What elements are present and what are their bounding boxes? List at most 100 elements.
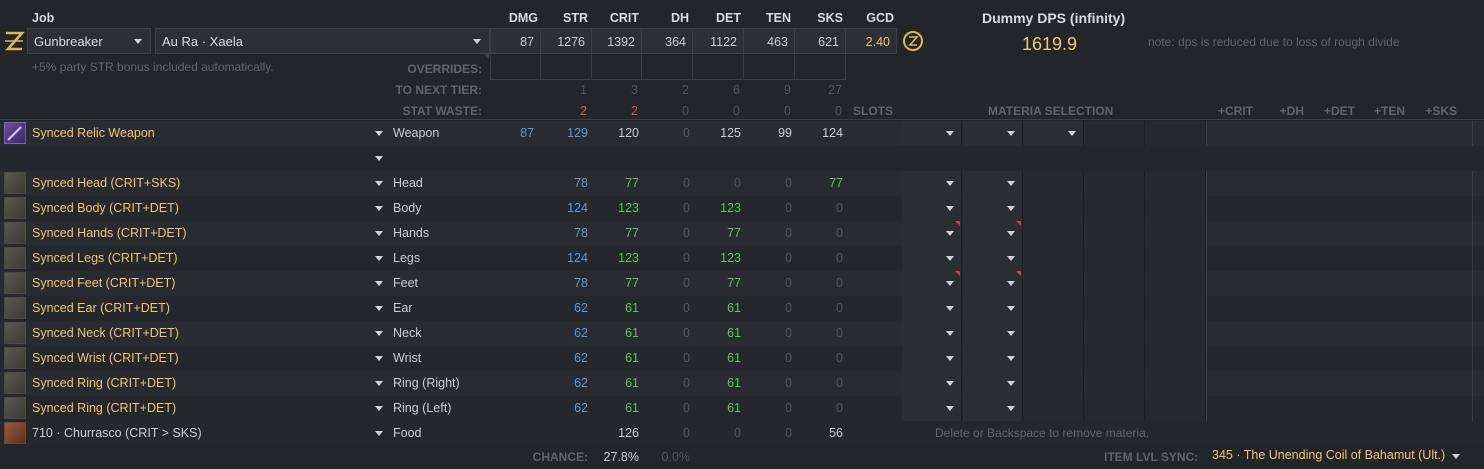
job-select[interactable]: Gunbreaker xyxy=(27,28,151,54)
materia-select[interactable] xyxy=(963,196,1023,221)
materia-select[interactable] xyxy=(1024,121,1084,146)
materia-select[interactable] xyxy=(902,271,962,296)
gear-row[interactable]: Synced Relic Weapon Weapon 87 129 120 0 125 99 1… xyxy=(0,121,1484,146)
gear-stat-value: 0 xyxy=(683,251,690,265)
materia-select[interactable] xyxy=(902,321,962,346)
materia-select[interactable] xyxy=(963,221,1023,246)
materia-select[interactable] xyxy=(963,346,1023,371)
chevron-down-icon[interactable] xyxy=(375,406,383,411)
gear-row[interactable]: Synced Hands (CRIT+DET) Hands 78 77 0 77 0 0 xyxy=(0,221,1484,246)
item-level-sync-select[interactable]: 345 · The Unending Coil of Bahamut (Ult.… xyxy=(1212,448,1462,466)
materia-slot-empty xyxy=(1085,371,1145,396)
gear-stat-value: 0 xyxy=(683,401,690,415)
materia-select[interactable] xyxy=(963,121,1023,146)
materia-slot-empty xyxy=(1146,296,1206,321)
gear-slot: Body xyxy=(393,201,422,215)
materia-slot-empty xyxy=(1024,196,1084,221)
next-tier-dh: 2 xyxy=(682,83,689,97)
chevron-down-icon[interactable] xyxy=(375,331,383,336)
override-input-ten[interactable] xyxy=(743,54,795,80)
override-input-str[interactable] xyxy=(540,54,592,80)
materia-select[interactable] xyxy=(963,396,1023,421)
materia-select[interactable] xyxy=(963,171,1023,196)
materia-select[interactable] xyxy=(902,396,962,421)
chevron-down-icon[interactable] xyxy=(375,306,383,311)
gear-stat-value: 62 xyxy=(574,376,588,390)
gear-stat-value: 61 xyxy=(727,301,741,315)
chevron-down-icon xyxy=(1007,406,1015,411)
chevron-down-icon[interactable] xyxy=(375,281,383,286)
stat-waste-sks: 0 xyxy=(835,104,842,118)
gear-name: Synced Hands (CRIT+DET) xyxy=(32,226,187,240)
chevron-down-icon xyxy=(946,331,954,336)
override-input-crit[interactable] xyxy=(591,54,642,80)
chevron-down-icon[interactable] xyxy=(375,206,383,211)
materia-select[interactable] xyxy=(963,321,1023,346)
materia-select[interactable] xyxy=(963,271,1023,296)
food-slot: Food xyxy=(393,426,422,440)
materia-select[interactable] xyxy=(963,296,1023,321)
next-tier-ten: 9 xyxy=(784,83,791,97)
materia-select[interactable] xyxy=(902,246,962,271)
materia-select[interactable] xyxy=(902,371,962,396)
item-level-sync-label: ITEM LVL SYNC: xyxy=(1104,450,1199,464)
override-input-dmg[interactable] xyxy=(490,54,541,80)
gear-row[interactable]: Synced Neck (CRIT+DET) Neck 62 61 0 61 0 0 xyxy=(0,321,1484,346)
gear-stat-value: 0 xyxy=(785,201,792,215)
gear-icon xyxy=(4,197,26,219)
gcd-cycle-icon[interactable] xyxy=(902,30,924,52)
gear-row[interactable]: Synced Legs (CRIT+DET) Legs 124 123 0 123 0 0 xyxy=(0,246,1484,271)
gear-row[interactable]: Synced Wrist (CRIT+DET) Wrist 62 61 0 61 0 0 xyxy=(0,346,1484,371)
chevron-down-icon[interactable] xyxy=(375,181,383,186)
overmeld-flag xyxy=(1016,271,1021,276)
materia-slot-empty xyxy=(1085,296,1145,321)
gear-stat-value: 123 xyxy=(618,201,639,215)
chevron-down-icon[interactable] xyxy=(375,431,383,436)
materia-select[interactable] xyxy=(902,296,962,321)
gear-row[interactable] xyxy=(0,146,1484,171)
materia-select[interactable] xyxy=(902,221,962,246)
materia-select[interactable] xyxy=(902,346,962,371)
materia-select[interactable] xyxy=(902,121,962,146)
chevron-down-icon[interactable] xyxy=(375,231,383,236)
gear-row[interactable]: Synced Ring (CRIT+DET) Ring (Left) 62 61 0 61… xyxy=(0,396,1484,421)
gear-stat-value: 125 xyxy=(720,126,741,140)
gear-row[interactable]: Synced Ring (CRIT+DET) Ring (Right) 62 61 0 6… xyxy=(0,371,1484,396)
materia-select[interactable] xyxy=(963,371,1023,396)
gear-stat-value: 77 xyxy=(625,276,639,290)
gear-stat-value: 0 xyxy=(683,126,690,140)
materia-select[interactable] xyxy=(902,196,962,221)
chevron-down-icon[interactable] xyxy=(375,256,383,261)
stat-header-gcd: GCD xyxy=(866,11,894,25)
gear-stat-value: 0 xyxy=(785,276,792,290)
chevron-down-icon[interactable] xyxy=(375,381,383,386)
chevron-down-icon xyxy=(1068,131,1076,136)
stat-header-dmg: DMG xyxy=(508,11,538,25)
override-input-det[interactable] xyxy=(692,54,744,80)
gear-stat-value: 77 xyxy=(727,226,741,240)
gear-icon xyxy=(4,272,26,294)
chevron-down-icon[interactable] xyxy=(375,356,383,361)
food-row[interactable]: 710 · Churrasco (CRIT > SKS) Food 126 0 … xyxy=(0,421,1484,446)
chevron-down-icon[interactable] xyxy=(375,131,383,136)
chevron-down-icon xyxy=(946,256,954,261)
chevron-down-icon xyxy=(946,206,954,211)
gear-stat-value: 0 xyxy=(785,326,792,340)
materia-select[interactable] xyxy=(963,246,1023,271)
gear-stat-value: 77 xyxy=(625,176,639,190)
override-input-dh[interactable] xyxy=(641,54,693,80)
chevron-down-icon[interactable] xyxy=(375,156,383,161)
race-select[interactable]: Au Ra · Xaela xyxy=(155,28,490,54)
materia-slot-empty xyxy=(1024,271,1084,296)
chevron-down-icon xyxy=(1007,181,1015,186)
gear-row[interactable]: Synced Feet (CRIT+DET) Feet 78 77 0 77 0 0 xyxy=(0,271,1484,296)
materia-slot-empty xyxy=(1146,321,1206,346)
gear-row[interactable]: Synced Body (CRIT+DET) Body 124 123 0 123 0 0 xyxy=(0,196,1484,221)
race-select-value: Au Ra · Xaela xyxy=(162,34,243,49)
override-input-sks[interactable] xyxy=(794,54,846,80)
gear-name: Synced Legs (CRIT+DET) xyxy=(32,251,178,265)
gear-row[interactable]: Synced Head (CRIT+SKS) Head 78 77 0 0 0 77 xyxy=(0,171,1484,196)
gear-row[interactable]: Synced Ear (CRIT+DET) Ear 62 61 0 61 0 0 xyxy=(0,296,1484,321)
materia-select[interactable] xyxy=(902,171,962,196)
gear-stat-value: 0 xyxy=(836,251,843,265)
